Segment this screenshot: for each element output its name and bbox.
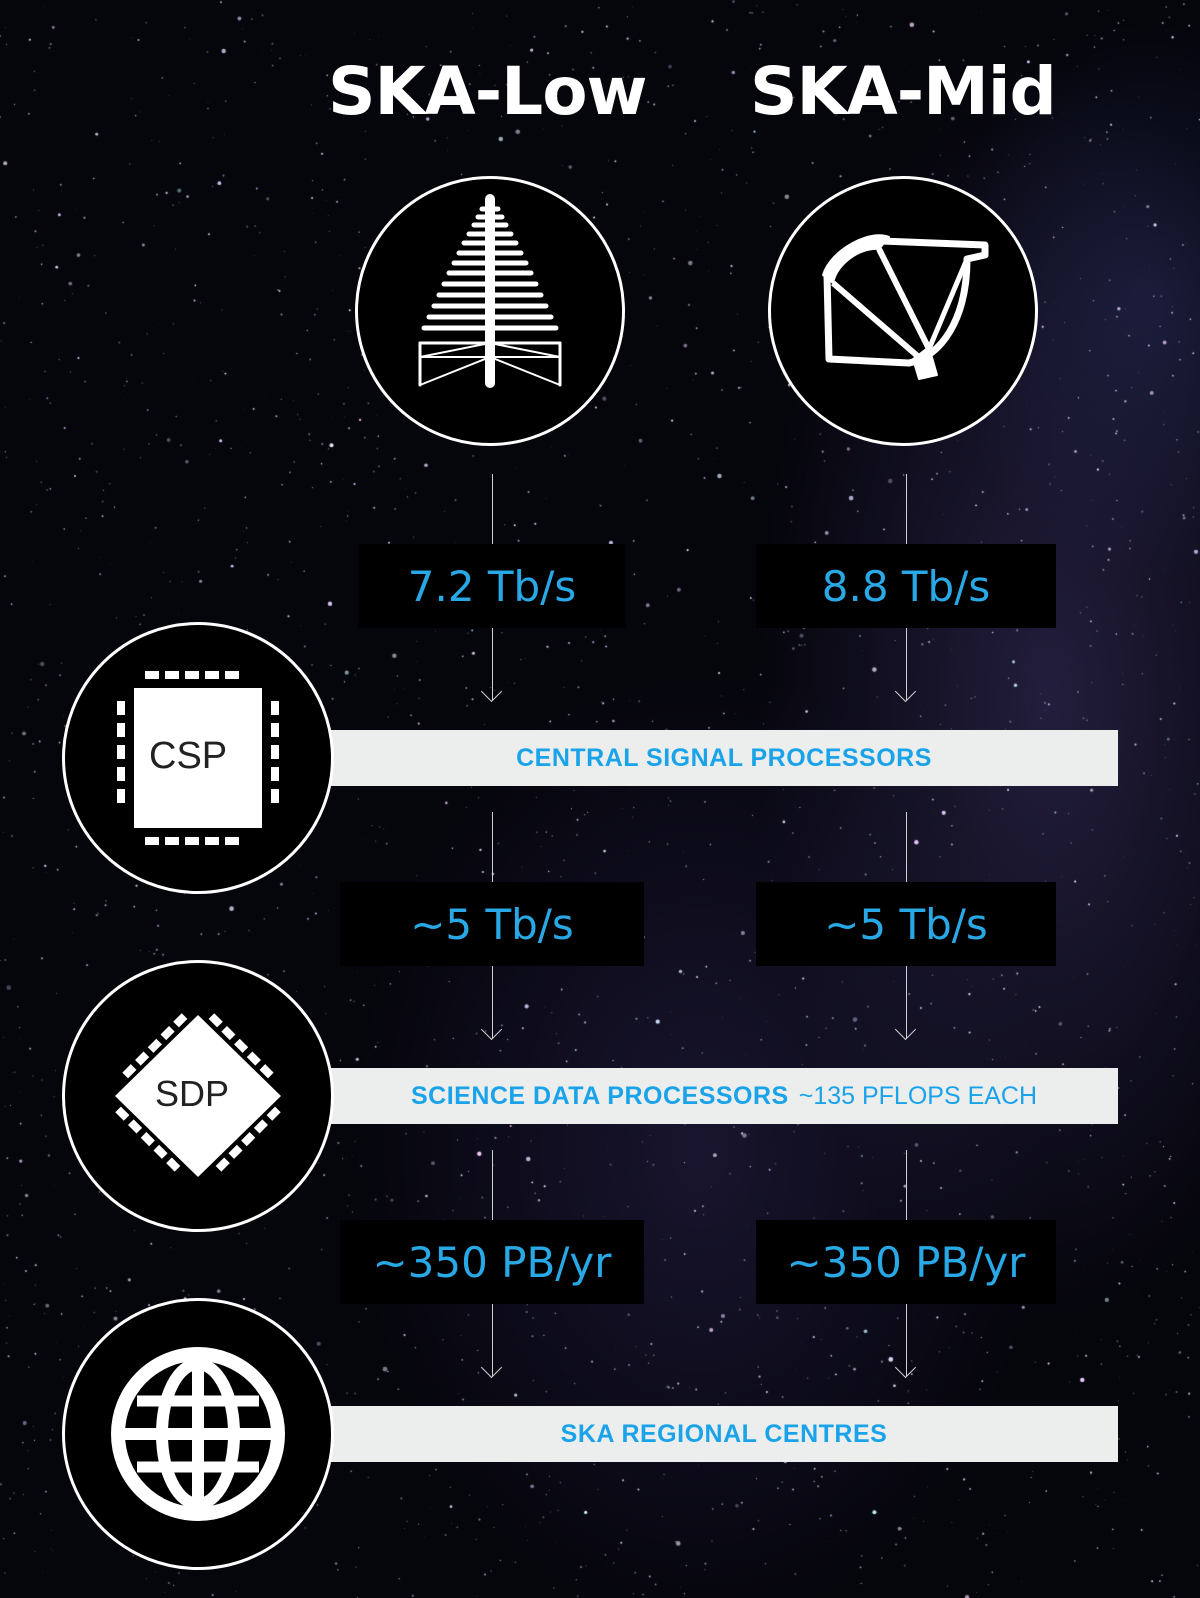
processor-chip-icon	[117, 671, 279, 845]
csp-chip-label: CSP	[149, 735, 228, 777]
ska-low-rate-1: 7.2 Tb/s	[407, 561, 577, 611]
ska-mid-rate-2-box: ~5 Tb/s	[756, 882, 1056, 966]
sdp-note: ~135 PFLOPS EACH	[798, 1081, 1038, 1110]
ska-low-rate-3-box: ~350 PB/yr	[340, 1220, 644, 1304]
ska-mid-title: SKA-Mid	[750, 53, 1057, 130]
csp-bar: CENTRAL SIGNAL PROCESSORS	[330, 730, 1118, 786]
ska-mid-rate-2: ~5 Tb/s	[824, 899, 988, 949]
ska-mid-rate-3: ~350 PB/yr	[786, 1237, 1026, 1287]
ska-low-antenna-circle	[355, 176, 625, 446]
diamond-chip-icon	[115, 1013, 281, 1177]
ska-mid-rate-3-box: ~350 PB/yr	[756, 1220, 1056, 1304]
ska-low-rate-3: ~350 PB/yr	[372, 1237, 612, 1287]
ska-mid-rate-1-box: 8.8 Tb/s	[756, 544, 1056, 628]
ska-low-rate-2-box: ~5 Tb/s	[340, 882, 644, 966]
src-label: SKA REGIONAL CENTRES	[560, 1419, 888, 1448]
csp-circle: CSP	[62, 622, 334, 894]
log-periodic-antenna-icon	[418, 194, 562, 388]
radio-dish-icon	[822, 234, 989, 380]
ska-mid-rate-1: 8.8 Tb/s	[821, 561, 991, 611]
ska-low-rate-2: ~5 Tb/s	[410, 899, 574, 949]
sdp-chip-label: SDP	[155, 1073, 230, 1114]
ska-low-rate-1-box: 7.2 Tb/s	[358, 544, 626, 628]
src-bar: SKA REGIONAL CENTRES	[330, 1406, 1118, 1462]
csp-label: CENTRAL SIGNAL PROCESSORS	[516, 743, 932, 772]
ska-low-title: SKA-Low	[328, 53, 648, 130]
sdp-circle: SDP	[62, 960, 334, 1232]
sdp-bar: SCIENCE DATA PROCESSORS ~135 PFLOPS EACH	[330, 1068, 1118, 1124]
globe-icon	[111, 1347, 285, 1521]
src-circle	[62, 1298, 334, 1570]
ska-mid-dish-circle	[768, 176, 1038, 446]
sdp-label: SCIENCE DATA PROCESSORS	[410, 1081, 789, 1110]
